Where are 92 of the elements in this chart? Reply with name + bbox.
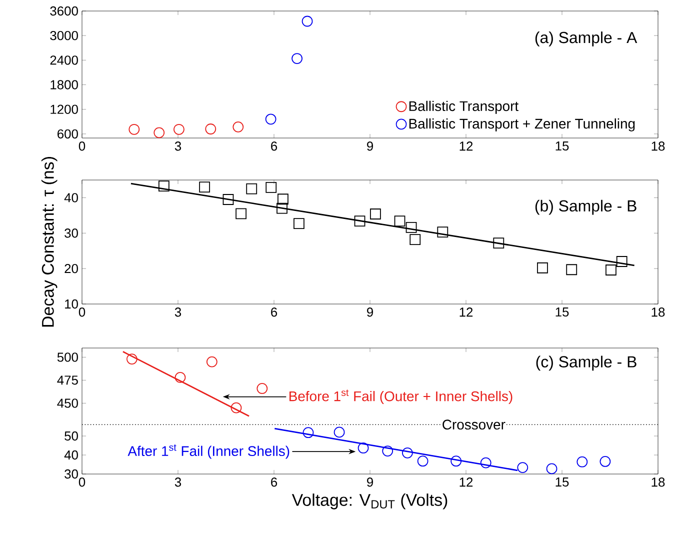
point xyxy=(517,462,528,473)
point xyxy=(606,264,616,276)
point xyxy=(537,262,548,274)
text: (a) Sample - A xyxy=(535,32,638,46)
x-tick-label: 18 xyxy=(652,478,665,487)
point xyxy=(417,456,428,467)
point xyxy=(256,383,268,394)
y-tick-label: 50 xyxy=(64,431,78,441)
y-tick-label: 40 xyxy=(64,450,78,460)
x-tick-label: 18 xyxy=(652,142,665,151)
point xyxy=(480,457,492,468)
x-tick-label: 0 xyxy=(78,478,86,487)
x-tick-label: 12 xyxy=(460,308,473,317)
y-tick-label: 1200 xyxy=(50,104,78,114)
y-tick-label: 3000 xyxy=(50,30,78,40)
y-tick-label: 10 xyxy=(65,299,78,309)
point xyxy=(205,124,216,134)
point xyxy=(292,53,302,64)
point xyxy=(576,456,588,468)
point xyxy=(450,456,462,467)
point xyxy=(199,182,210,193)
point xyxy=(276,202,288,214)
point xyxy=(354,216,366,227)
point xyxy=(402,447,413,458)
point xyxy=(410,234,421,245)
point xyxy=(126,354,138,364)
x-tick-label: 15 xyxy=(556,478,569,487)
y-tick-label: 30 xyxy=(64,228,78,238)
point xyxy=(174,124,184,135)
x-tick-label: 15 xyxy=(556,308,569,317)
point xyxy=(493,238,504,249)
x-tick-label: 18 xyxy=(652,308,665,317)
point xyxy=(370,208,381,220)
x-tick-label: 0 xyxy=(78,308,86,317)
point xyxy=(382,446,394,456)
x-tick-label: 3 xyxy=(174,478,182,487)
point xyxy=(232,121,244,132)
x-tick-label: 6 xyxy=(271,308,278,317)
point xyxy=(154,127,165,138)
point xyxy=(128,124,140,135)
x-tick-label: 6 xyxy=(271,478,278,487)
point xyxy=(294,218,304,230)
y-tick-label: 30 xyxy=(64,469,78,479)
y-axis-title: Decay Constant: τ (ns) xyxy=(41,157,58,327)
x-tick-label: 3 xyxy=(174,142,182,151)
point xyxy=(302,427,314,438)
point xyxy=(174,372,186,383)
text: (b) Sample - B xyxy=(535,200,636,215)
x-tick-label: 6 xyxy=(271,142,278,151)
point xyxy=(230,402,242,414)
point xyxy=(546,463,558,474)
annotation: Before 1$^{st}$ Fail (Outer + Inner Shells) xyxy=(290,390,512,404)
point xyxy=(566,264,578,276)
ref-line-label: Crossover xyxy=(442,420,506,430)
x-tick-label: 15 xyxy=(556,142,569,151)
y-tick-label: 600 xyxy=(58,129,78,138)
y-tick-label: 1800 xyxy=(50,80,78,90)
y-tick-label: 475 xyxy=(57,376,78,385)
legend-label: Ballistic Transport xyxy=(409,100,518,114)
legend-label: Ballistic Transport + Zener Tunneling xyxy=(409,118,635,132)
point xyxy=(616,256,628,267)
x-tick-label: 12 xyxy=(460,142,473,151)
y-tick-label: 3600 xyxy=(50,6,78,16)
point xyxy=(236,208,246,220)
x-tick-label: 9 xyxy=(367,308,373,317)
point xyxy=(334,426,345,438)
y-tick-label: 40 xyxy=(64,193,78,202)
point xyxy=(437,226,448,238)
x-tick-label: 9 xyxy=(367,478,373,487)
point xyxy=(358,442,369,454)
point xyxy=(158,180,170,192)
x-tick-label: 12 xyxy=(460,478,473,487)
point xyxy=(600,456,611,467)
x-tick-label: 0 xyxy=(78,142,86,151)
point xyxy=(394,216,406,227)
x-tick-label: 3 xyxy=(174,308,182,317)
chart-title: (c) Sample - B xyxy=(536,356,636,371)
point xyxy=(265,114,276,125)
point xyxy=(278,194,288,205)
y-tick-label: 20 xyxy=(64,264,78,274)
point xyxy=(222,194,234,205)
point xyxy=(302,16,313,27)
y-tick-label: 500 xyxy=(57,352,78,362)
point xyxy=(406,222,417,233)
point xyxy=(266,182,277,193)
y-tick-label: 2400 xyxy=(50,56,78,65)
point xyxy=(246,183,258,194)
y-tick-label: 450 xyxy=(57,398,78,408)
x-tick-label: 9 xyxy=(367,142,373,151)
x-axis-title: Voltage: V$_{DUT}$ (Volts) xyxy=(292,494,448,510)
annotation: After 1$^{st}$ Fail (Inner Shells) xyxy=(128,444,290,459)
point xyxy=(206,356,218,368)
